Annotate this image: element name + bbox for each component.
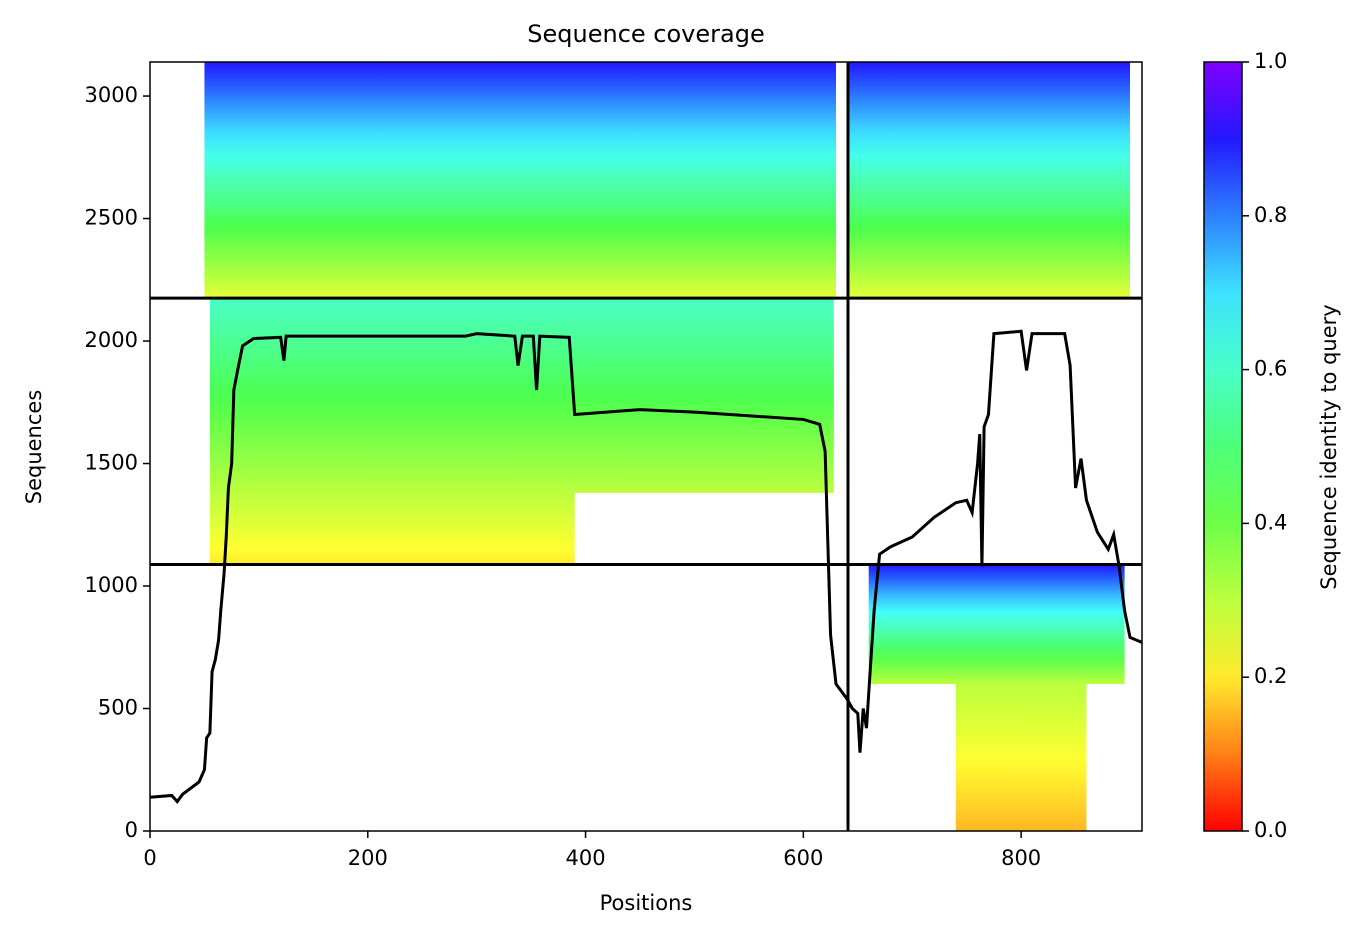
x-tick-label: 800 [1001, 846, 1041, 870]
x-tick-label: 400 [566, 846, 606, 870]
y-axis-label: Sequences [22, 390, 46, 505]
coverage-block [209, 298, 834, 493]
x-axis-label: Positions [600, 891, 693, 915]
y-tick-label: 0 [125, 818, 138, 842]
coverage-block [847, 62, 1131, 299]
colorbar-tick-label: 0.8 [1254, 203, 1287, 227]
coverage-line [149, 329, 1143, 804]
colorbar-tick-label: 0.0 [1254, 818, 1287, 842]
colorbar-tick-label: 0.4 [1254, 510, 1287, 534]
y-tick-label: 3000 [85, 83, 138, 107]
y-tick-label: 1000 [85, 573, 138, 597]
y-tick-label: 2500 [85, 206, 138, 230]
y-tick-label: 500 [98, 696, 138, 720]
coverage-block [868, 564, 1125, 685]
coverage-block [209, 492, 575, 565]
y-tick-label: 1500 [85, 451, 138, 475]
colorbar-tick-label: 0.6 [1254, 357, 1287, 381]
colorbar [1203, 61, 1243, 832]
chart-title: Sequence coverage [527, 20, 764, 48]
x-tick-label: 200 [348, 846, 388, 870]
y-tick-label: 2000 [85, 328, 138, 352]
colorbar-label: Sequence identity to query [1317, 304, 1341, 589]
coverage-block [204, 62, 837, 299]
coverage-block [955, 684, 1087, 831]
plot-frame [149, 61, 1143, 832]
colorbar-tick-label: 0.2 [1254, 664, 1287, 688]
x-tick-label: 600 [783, 846, 823, 870]
x-tick-label: 0 [143, 846, 156, 870]
colorbar-tick-label: 1.0 [1254, 49, 1287, 73]
